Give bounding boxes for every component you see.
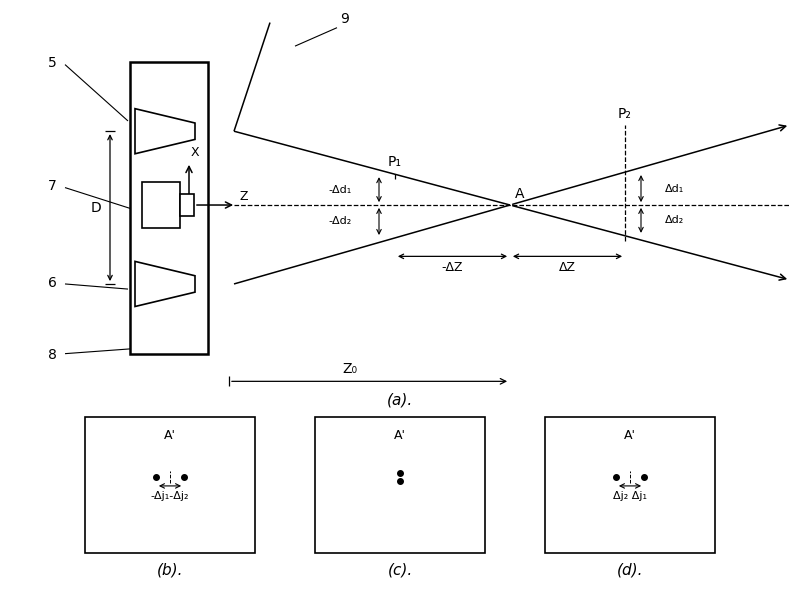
Text: A': A' — [624, 429, 636, 442]
Text: 8: 8 — [48, 348, 57, 362]
Text: P₂: P₂ — [618, 107, 632, 121]
Text: 5: 5 — [48, 55, 57, 69]
Text: 7: 7 — [48, 178, 57, 192]
Text: 6: 6 — [48, 276, 57, 290]
Text: (b).: (b). — [157, 563, 183, 578]
Bar — [315, 417, 485, 553]
Bar — [130, 62, 208, 353]
Text: Z₀: Z₀ — [342, 362, 357, 376]
Polygon shape — [135, 261, 195, 306]
Text: X: X — [191, 146, 200, 159]
Text: (a).: (a). — [387, 393, 413, 408]
Text: -ΔZ: -ΔZ — [442, 260, 463, 274]
Text: Z: Z — [239, 190, 247, 203]
Text: -Δd₁: -Δd₁ — [328, 185, 352, 195]
Text: 9: 9 — [340, 11, 349, 25]
Text: A: A — [515, 187, 525, 201]
Text: Δj₂ Δj₁: Δj₂ Δj₁ — [613, 491, 647, 501]
Text: -Δj₁-Δj₂: -Δj₁-Δj₂ — [150, 491, 190, 501]
Text: -Δd₂: -Δd₂ — [328, 216, 352, 227]
Polygon shape — [135, 109, 195, 154]
Text: Δd₁: Δd₁ — [666, 183, 685, 194]
Bar — [180, 194, 194, 216]
Bar — [545, 417, 715, 553]
Bar — [142, 183, 180, 227]
Text: D: D — [90, 201, 102, 215]
Text: P₁: P₁ — [388, 155, 402, 169]
Text: ΔZ: ΔZ — [559, 260, 576, 274]
Text: A': A' — [164, 429, 176, 442]
Text: A': A' — [394, 429, 406, 442]
Text: (d).: (d). — [617, 563, 643, 578]
Text: Δd₂: Δd₂ — [666, 215, 685, 226]
Bar — [85, 417, 255, 553]
Text: (c).: (c). — [387, 563, 413, 578]
